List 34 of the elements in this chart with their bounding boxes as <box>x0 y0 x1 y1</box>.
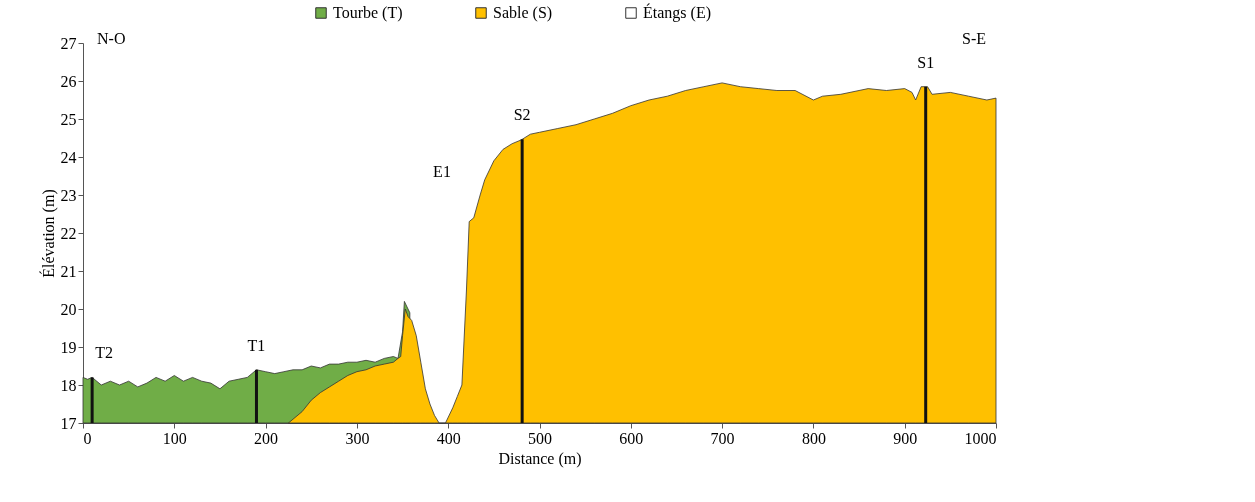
y-tick-label: 20 <box>60 300 77 318</box>
y-tick-label: 27 <box>60 34 77 52</box>
x-tick-label: 600 <box>619 429 644 447</box>
ref-line-label: S2 <box>513 106 531 124</box>
annotation: N-O <box>97 30 126 47</box>
x-tick-label: 200 <box>254 429 279 447</box>
x-tick-label: 800 <box>801 429 826 447</box>
legend-label: Étangs (E) <box>643 3 711 22</box>
ref-line-label: S1 <box>917 53 935 71</box>
y-tick-label: 23 <box>60 186 77 204</box>
x-tick-label: 100 <box>162 429 187 447</box>
x-tick-label: 900 <box>893 429 918 447</box>
x-axis-title: Distance (m) <box>498 449 582 468</box>
annotation: E1 <box>433 163 451 180</box>
x-tick-label: 500 <box>528 429 552 447</box>
annotation: S-E <box>962 30 986 47</box>
y-tick-label: 18 <box>60 376 77 394</box>
x-tick-label: 400 <box>436 429 461 447</box>
y-tick-label: 17 <box>60 414 77 432</box>
y-tick-label: 25 <box>60 110 77 128</box>
x-tick-label: 0 <box>83 429 92 447</box>
x-tick-label: 1000 <box>964 429 997 447</box>
y-tick-label: 24 <box>60 148 77 166</box>
ref-line-label: T1 <box>247 336 266 354</box>
y-tick-label: 26 <box>60 72 77 90</box>
y-axis-title: Élévation (m) <box>38 189 58 278</box>
x-tick-label: 300 <box>345 429 370 447</box>
y-tick-label: 22 <box>60 224 77 242</box>
legend-label: Tourbe (T) <box>333 4 403 22</box>
legend-label: Sable (S) <box>493 4 553 22</box>
x-tick-label: 700 <box>710 429 735 447</box>
y-tick-label: 19 <box>60 338 77 356</box>
ref-line-label: T2 <box>95 344 114 362</box>
y-tick-label: 21 <box>60 262 77 280</box>
